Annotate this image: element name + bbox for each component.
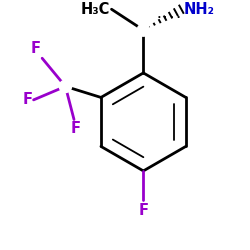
Text: ····: ···· (155, 13, 182, 23)
Text: H₃C: H₃C (81, 2, 110, 17)
Circle shape (137, 24, 149, 36)
Text: F: F (138, 203, 148, 218)
Text: NH₂: NH₂ (184, 2, 215, 17)
Text: F: F (22, 92, 32, 108)
Circle shape (59, 80, 72, 92)
Text: F: F (31, 41, 41, 56)
Text: F: F (70, 122, 80, 136)
